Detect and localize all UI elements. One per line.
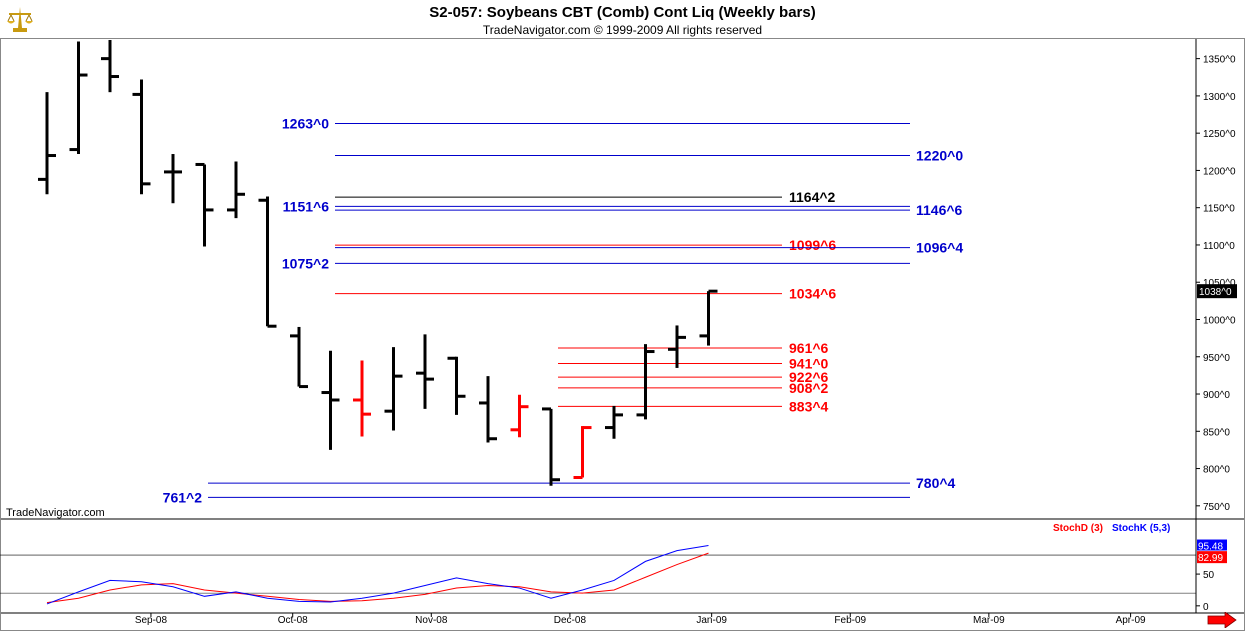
price-tick-label: 900^0: [1203, 390, 1230, 401]
ohlc-bar: [69, 41, 88, 155]
price-tick-label: 750^0: [1203, 502, 1230, 513]
scale-balance-logo-icon[interactable]: [4, 4, 36, 34]
stochD-value-label: 82.99: [1198, 553, 1223, 564]
watermark: TradeNavigator.com: [6, 507, 105, 519]
ohlc-bar: [384, 347, 403, 431]
ohlc-bar: [101, 40, 119, 93]
ohlc-bar: [353, 360, 371, 437]
ohlc-bar: [132, 79, 151, 195]
level-label: 961^6: [789, 340, 829, 356]
ohlc-bar: [290, 326, 308, 389]
level-label: 941^0: [789, 355, 829, 371]
price-axis: 750^0 800^0 850^0 900^0 950^0 1000^0 1050^0 110…: [1196, 55, 1236, 513]
level-label: 1099^6: [789, 237, 836, 253]
ohlc-bar: [668, 325, 686, 368]
stoch-tick-label: 0: [1203, 602, 1209, 613]
level-label: 1220^0: [916, 148, 963, 164]
level-label: 1151^6: [283, 198, 330, 214]
date-tick-label: Mar-09: [973, 615, 1005, 626]
price-tick-label: 1300^0: [1203, 92, 1236, 103]
date-tick-label: Feb-09: [834, 615, 866, 626]
date-tick-label: Dec-08: [554, 615, 587, 626]
price-tick-label: 1050^0: [1203, 278, 1236, 289]
price-tick-label: 1150^0: [1203, 204, 1235, 215]
level-label: 1263^0: [282, 115, 329, 131]
stochK-legend: StochK (5,3): [1112, 523, 1170, 534]
ohlc-bar: [510, 394, 529, 438]
date-tick-label: Sep-08: [135, 615, 168, 626]
level-label: 1096^4: [916, 240, 963, 256]
ohlc-bar: [636, 344, 655, 420]
price-tick-label: 950^0: [1203, 353, 1230, 364]
arrow-right-icon[interactable]: [1207, 612, 1237, 628]
ohlc-bar: [447, 356, 466, 415]
stochK-value-label: 95.48: [1198, 542, 1223, 553]
date-axis: Sep-08 Oct-08 Nov-08 Dec-08 Jan-09 Feb-09 Mar-…: [135, 613, 1146, 626]
price-tick-label: 1200^0: [1203, 166, 1236, 177]
level-label: 1075^2: [282, 255, 329, 271]
date-tick-label: Jan-09: [696, 615, 727, 626]
price-tick-label: 1250^0: [1203, 129, 1236, 140]
date-tick-label: Oct-08: [278, 615, 308, 626]
level-label: 1164^2: [789, 189, 836, 205]
ohlc-bar: [479, 376, 497, 443]
ohlc-bar: [321, 350, 340, 450]
ohlc-bar: [573, 426, 592, 479]
level-label: 1034^6: [789, 286, 836, 302]
stoch-tick-label: 50: [1203, 570, 1215, 581]
stochD-value-box: [1197, 551, 1227, 564]
ohlc-bar: [227, 161, 245, 219]
date-tick-label: Nov-08: [415, 615, 448, 626]
ohlc-bar: [195, 162, 214, 247]
price-tick-label: 1100^0: [1203, 241, 1235, 252]
stochK-value-box: [1197, 539, 1227, 551]
level-label: 922^6: [789, 369, 829, 385]
ohlc-bars: [38, 40, 718, 486]
ohlc-bar: [542, 407, 560, 486]
ohlc-bar: [416, 334, 434, 409]
last-price-marker: 1038^0: [1197, 284, 1237, 299]
chart-subtitle: TradeNavigator.com © 1999-2009 All right…: [482, 23, 763, 37]
level-label: 883^4: [789, 398, 829, 414]
ohlc-bar: [699, 289, 718, 346]
chart-title: S2-057: Soybeans CBT (Comb) Cont Liq (We…: [429, 4, 816, 21]
stochK-line: [46, 545, 709, 605]
stochD-legend: StochD (3): [1053, 523, 1103, 534]
price-tick-label: 1000^0: [1203, 315, 1236, 326]
price-tick-label: 1350^0: [1203, 55, 1236, 66]
ohlc-bar: [258, 196, 277, 328]
price-tick-label: 800^0: [1203, 465, 1230, 476]
date-tick-label: Apr-09: [1116, 615, 1146, 626]
level-label: 780^4: [916, 475, 956, 491]
ohlc-bar: [164, 154, 182, 204]
ohlc-bar: [38, 92, 56, 195]
last-price-box: [1197, 284, 1237, 299]
price-levels: 1263^0 1220^0 1164^2 1151^6 1146^6 1099^6 1096…: [163, 115, 964, 505]
last-price-label: 1038^0: [1199, 287, 1232, 298]
ohlc-bar: [605, 405, 623, 439]
level-label: 761^2: [163, 489, 203, 505]
level-label: 1146^6: [916, 202, 963, 218]
level-label: 908^2: [789, 380, 829, 396]
price-tick-label: 850^0: [1203, 427, 1230, 438]
